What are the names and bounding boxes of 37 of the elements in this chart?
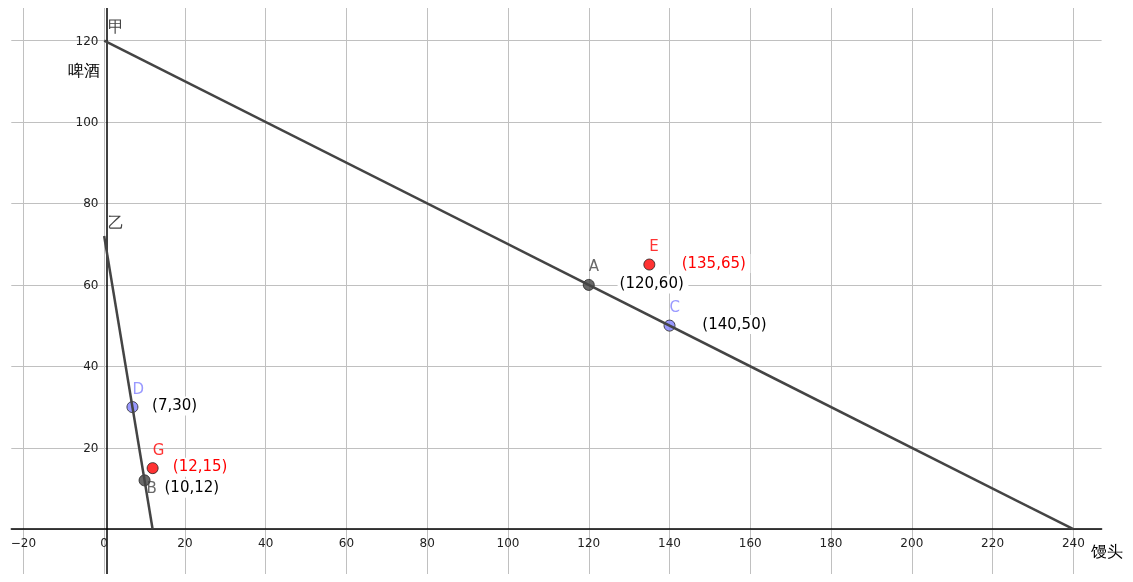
point [146,462,159,475]
y-tick-label: 100 [75,115,99,130]
annotation: (140,50) [702,314,767,333]
y-tick-label: 80 [83,196,99,211]
point [643,258,656,271]
y-tick-label: 120 [75,33,99,48]
series-label: 甲 [108,17,125,37]
series-label: G [152,440,165,459]
x-tick-label: 180 [819,536,843,551]
annotation: (135,65) [681,253,746,272]
x-tick-label: 100 [496,536,520,551]
x-tick-label: 80 [419,536,435,551]
series-label: E [649,237,659,256]
annotation: (10,12) [164,478,220,497]
x-tick-label: 220 [981,536,1005,551]
x-tick-label: −20 [10,536,37,551]
series-label: 乙 [108,212,125,232]
series-label: B [146,478,157,497]
x-axis-title: 馒头 [1089,541,1123,561]
series-label: A [588,257,600,276]
annotation: (120,60) [619,273,684,292]
x-tick-label: 60 [338,536,355,551]
series-label: D [132,379,144,398]
series-label: C [669,298,680,317]
x-tick-label: 200 [900,536,924,551]
x-tick-label: 140 [658,536,681,551]
x-tick-label: 120 [577,536,601,551]
y-tick-label: 40 [83,359,99,374]
y-tick-label: 20 [83,440,99,455]
y-tick-label: 60 [83,277,99,292]
x-tick-label: 40 [258,536,274,551]
x-tick-label: 20 [177,536,193,551]
x-tick-label: 160 [738,536,762,551]
annotation: (7,30) [152,396,198,415]
y-axis-title: 啤酒 [68,60,101,80]
annotation: (12,15) [172,457,228,476]
x-tick-label: 240 [1061,536,1085,551]
